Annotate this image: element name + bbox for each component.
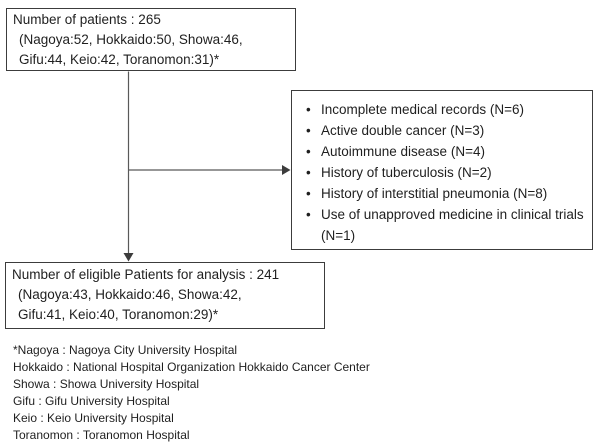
hospital-footnotes: *Nagoya : Nagoya City University Hospita… — [13, 342, 370, 444]
footnote-line: Showa : Showa University Hospital — [13, 377, 200, 391]
eligible-total-line: Number of eligible Patients for analysis… — [12, 267, 280, 282]
exclusion-item: Use of unapproved medicine in clinical t… — [306, 204, 588, 246]
eligible-breakdown-line-1: (Nagoya:43, Hokkaido:46, Showa:42, — [18, 287, 242, 302]
exclusion-criteria-box: Incomplete medical records (N=6) Active … — [291, 90, 593, 250]
exclusion-item: History of tuberculosis (N=2) — [306, 162, 588, 183]
exclusion-list: Incomplete medical records (N=6) Active … — [292, 99, 588, 246]
patients-total-line: Number of patients : 265 — [13, 12, 161, 27]
arrowhead-down-icon — [123, 253, 134, 262]
eligible-patients-box: Number of eligible Patients for analysis… — [5, 262, 325, 329]
footnote-line: *Nagoya : Nagoya City University Hospita… — [13, 343, 238, 357]
exclusion-item: Active double cancer (N=3) — [306, 120, 588, 141]
patients-total-box: Number of patients : 265 (Nagoya:52, Hok… — [6, 8, 296, 71]
exclusion-item: Autoimmune disease (N=4) — [306, 141, 588, 162]
arrowhead-right-icon — [282, 165, 291, 175]
patients-breakdown-line-1: (Nagoya:52, Hokkaido:50, Showa:46, — [19, 32, 243, 47]
eligible-breakdown-line-2: Gifu:41, Keio:40, Toranomon:29)* — [18, 307, 219, 322]
footnote-line: Gifu : Gifu University Hospital — [13, 394, 170, 408]
footnote-line: Hokkaido : National Hospital Organizatio… — [13, 360, 370, 374]
exclusion-item: History of interstitial pneumonia (N=8) — [306, 183, 588, 204]
footnote-line: Toranomon : Toranomon Hospital — [13, 428, 190, 442]
patients-breakdown-line-2: Gifu:44, Keio:42, Toranomon:31)* — [19, 52, 220, 67]
footnote-line: Keio : Keio University Hospital — [13, 411, 174, 425]
exclusion-item: Incomplete medical records (N=6) — [306, 99, 588, 120]
